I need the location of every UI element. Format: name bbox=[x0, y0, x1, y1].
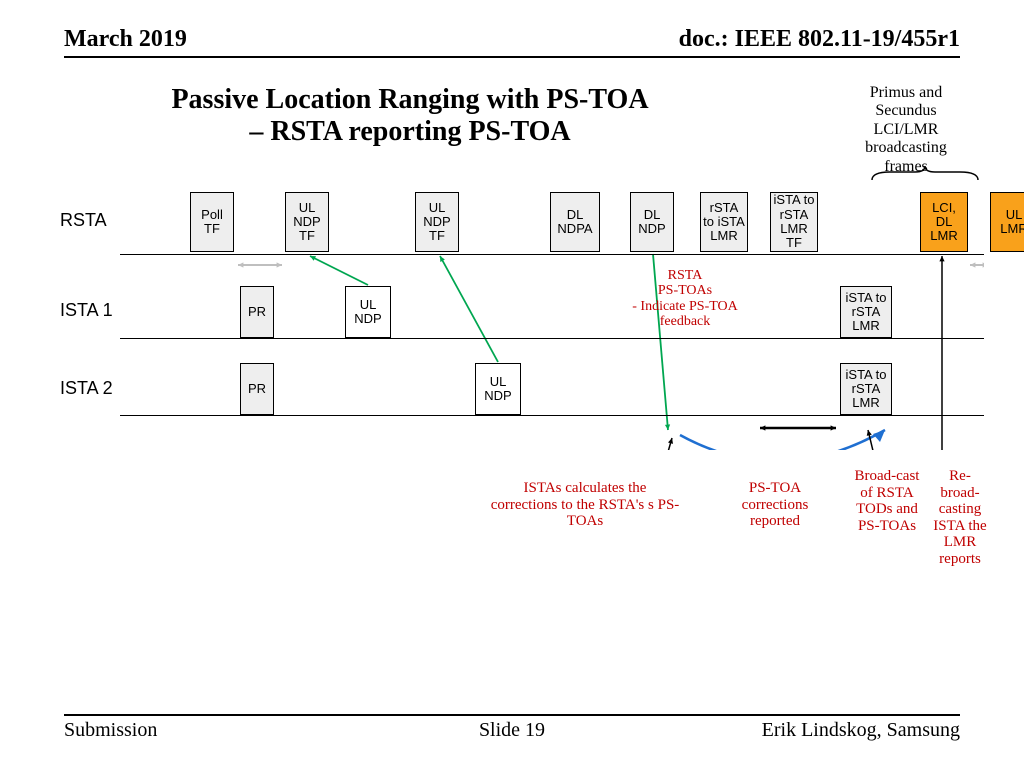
frame-box: UL NDP bbox=[475, 363, 521, 415]
ann-rsta-pstoas: RSTAPS-TOAs- Indicate PS-TOA feedback bbox=[620, 268, 750, 330]
title-line2: – RSTA reporting PS-TOA bbox=[0, 116, 820, 148]
lane-line-ista2 bbox=[120, 415, 984, 416]
header-date: March 2019 bbox=[64, 26, 187, 52]
frame-box: UL NDP bbox=[345, 286, 391, 338]
frame-box: iSTA to rSTA LMR bbox=[840, 286, 892, 338]
frame-box: iSTA to rSTA LMR TF bbox=[770, 192, 818, 252]
ann-pstoa-corr: PS-TOA corrections reported bbox=[720, 480, 830, 530]
frame-box: iSTA to rSTA LMR bbox=[840, 363, 892, 415]
lane-label-ista2: ISTA 2 bbox=[60, 378, 113, 399]
frame-box: Poll TF bbox=[190, 192, 234, 252]
ann-rebroadcast: Re-broad-casting ISTA the LMR reports bbox=[930, 468, 990, 567]
frame-box: UL NDP TF bbox=[285, 192, 329, 252]
frame-box: DL NDP bbox=[630, 192, 674, 252]
ann-broadcast: Broad-cast of RSTA TODs and PS-TOAs bbox=[852, 468, 922, 534]
timing-diagram: RSTA ISTA 1 ISTA 2 Poll TF UL NDP TF UL NDP T… bbox=[60, 190, 984, 450]
page-title: Passive Location Ranging with PS-TOA – R… bbox=[0, 84, 820, 148]
brace-icon bbox=[870, 166, 980, 182]
footer-rule bbox=[64, 714, 960, 716]
top-note: Primus and Secundus LCI/LMR broadcasting… bbox=[846, 84, 966, 176]
frame-box: DL NDPA bbox=[550, 192, 600, 252]
lane-label-ista1: ISTA 1 bbox=[60, 300, 113, 321]
lane-line-rsta bbox=[120, 254, 984, 255]
frame-box: PR bbox=[240, 363, 274, 415]
frame-box: rSTA to iSTA LMR bbox=[700, 192, 748, 252]
header-rule bbox=[64, 56, 960, 58]
header-doc: doc.: IEEE 802.11-19/455r1 bbox=[679, 26, 960, 53]
ann-ista-calc: ISTAs calculates the corrections to the … bbox=[490, 480, 680, 530]
lane-line-ista1 bbox=[120, 338, 984, 339]
frame-box: UL NDP TF bbox=[415, 192, 459, 252]
footer-right: Erik Lindskog, Samsung bbox=[762, 719, 960, 742]
frame-box: LCI, DL LMR bbox=[920, 192, 968, 252]
frame-box: UL LMR bbox=[990, 192, 1024, 252]
title-line1: Passive Location Ranging with PS-TOA bbox=[0, 84, 820, 116]
frame-box: PR bbox=[240, 286, 274, 338]
lane-label-rsta: RSTA bbox=[60, 210, 107, 231]
